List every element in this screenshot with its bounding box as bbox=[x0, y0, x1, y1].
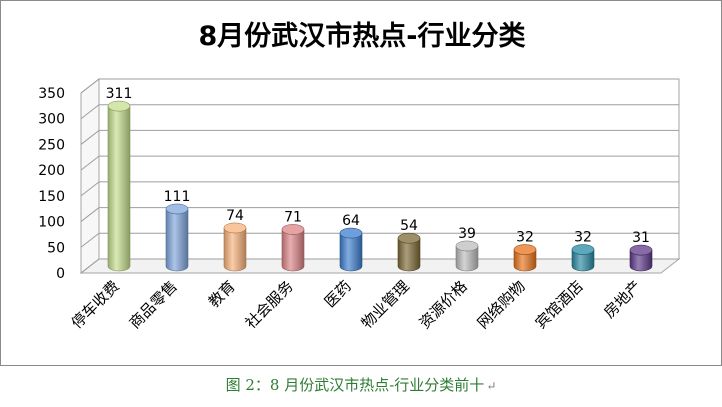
bar-top bbox=[339, 227, 363, 239]
y-tick-label: 50 bbox=[47, 240, 65, 256]
y-tick-label: 200 bbox=[38, 163, 65, 179]
data-label: 64 bbox=[342, 213, 360, 229]
bar-top bbox=[513, 244, 537, 255]
x-tick-label: 资源价格 bbox=[416, 277, 471, 332]
gridline-side bbox=[80, 232, 100, 248]
chart-back-wall bbox=[98, 78, 680, 260]
y-tick-label: 300 bbox=[38, 112, 65, 128]
data-label: 74 bbox=[226, 208, 244, 224]
x-tick-label: 宾馆酒店 bbox=[532, 277, 587, 332]
x-tick-label: 商品零售 bbox=[126, 277, 181, 332]
gridline-side bbox=[80, 258, 100, 274]
bar bbox=[165, 208, 189, 272]
x-tick-label: 医药 bbox=[321, 277, 355, 311]
data-label: 32 bbox=[516, 230, 534, 246]
gridline-side bbox=[80, 181, 100, 197]
bar bbox=[281, 229, 305, 272]
data-label: 39 bbox=[458, 226, 476, 242]
chart-frame: 8月份武汉市热点-行业分类 0 50 100 150 200 250 300 350 311 停车… bbox=[0, 0, 722, 366]
bar bbox=[107, 105, 131, 272]
data-label: 311 bbox=[106, 86, 133, 102]
bar bbox=[339, 233, 363, 272]
y-tick-label: 0 bbox=[56, 266, 65, 282]
x-tick-label: 网络购物 bbox=[474, 277, 529, 332]
bar-chart: 8月份武汉市热点-行业分类 0 50 100 150 200 250 300 350 311 停车… bbox=[38, 20, 681, 332]
x-tick-label: 房地产 bbox=[600, 277, 645, 322]
bar-top bbox=[223, 222, 247, 234]
y-tick-label: 150 bbox=[38, 189, 65, 205]
data-label: 32 bbox=[574, 230, 592, 246]
x-tick-label: 教育 bbox=[205, 277, 239, 311]
data-label: 31 bbox=[632, 230, 650, 246]
bar-top bbox=[107, 100, 131, 112]
gridline-side bbox=[80, 78, 100, 94]
figure-caption: 图 2：8 月份武汉市热点-行业分类前十 ↵ bbox=[0, 374, 722, 395]
paragraph-mark: ↵ bbox=[486, 379, 497, 393]
y-tick-label: 100 bbox=[38, 215, 65, 231]
gridline-side bbox=[80, 104, 100, 120]
plot-area: 0 50 100 150 200 250 300 350 311 停车收费 111 商品零售 74 教育 7… bbox=[38, 77, 681, 332]
bar bbox=[223, 227, 247, 272]
gridline-side bbox=[80, 207, 100, 222]
chart-title: 8月份武汉市热点-行业分类 bbox=[199, 20, 526, 52]
x-tick-label: 社会服务 bbox=[242, 277, 297, 332]
bar-top bbox=[397, 232, 421, 244]
gridline-side bbox=[80, 130, 100, 145]
bar-top bbox=[281, 224, 305, 235]
data-label: 54 bbox=[400, 218, 418, 234]
gridline-side bbox=[80, 155, 100, 171]
x-tick-label: 物业管理 bbox=[358, 277, 413, 332]
bar-top bbox=[165, 203, 189, 215]
data-label: 71 bbox=[284, 209, 302, 225]
x-tick-label: 停车收费 bbox=[68, 277, 123, 332]
y-tick-label: 250 bbox=[38, 137, 65, 153]
bar-top bbox=[455, 240, 479, 252]
bar-top bbox=[629, 244, 653, 256]
bar-top bbox=[571, 244, 595, 255]
y-tick-label: 350 bbox=[38, 86, 65, 102]
data-label: 111 bbox=[164, 189, 191, 205]
chart-side-wall bbox=[80, 77, 100, 275]
caption-text: 图 2：8 月份武汉市热点-行业分类前十 bbox=[225, 376, 485, 394]
